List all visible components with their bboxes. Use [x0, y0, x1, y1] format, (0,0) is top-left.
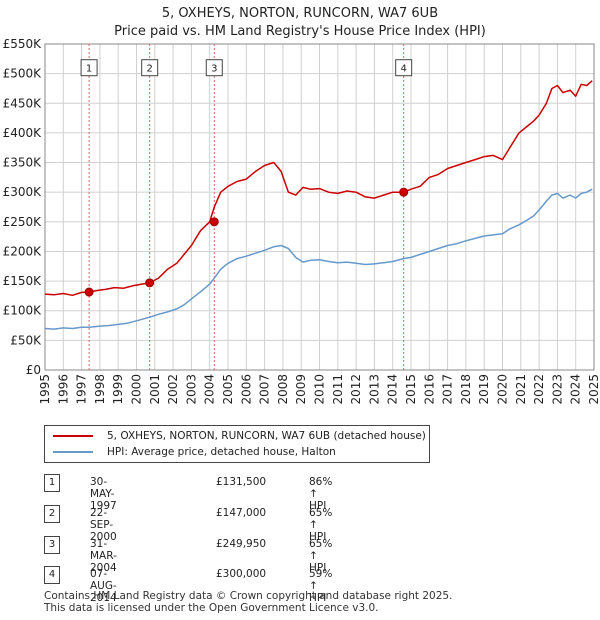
- y-tick-label: £250K: [3, 215, 43, 229]
- sale-marker-box: [395, 59, 413, 77]
- chart-subtitle: Price paid vs. HM Land Registry's House …: [114, 24, 486, 39]
- x-tick-label: 2020: [496, 374, 510, 405]
- y-tick-label: £150K: [3, 274, 43, 288]
- sale-point: [145, 278, 155, 288]
- y-tick-label: £450K: [3, 96, 43, 110]
- x-tick-label: 2010: [313, 374, 327, 405]
- x-tick-label: 2006: [239, 374, 253, 405]
- sale-marker-box: [141, 59, 159, 77]
- x-tick-label: 2022: [532, 374, 546, 405]
- sale-number-badge: 2: [44, 505, 60, 523]
- sale-marker-box: [80, 59, 98, 77]
- sale-price: £147,000: [216, 507, 267, 519]
- sale-number-badge: 3: [44, 536, 60, 554]
- x-tick-label: 2016: [422, 374, 436, 405]
- sale-marker-label: 4: [400, 64, 406, 75]
- x-tick-label: 2012: [349, 374, 363, 405]
- sale-number-badge: 1: [44, 474, 60, 492]
- sale-hpi-change: 86% ↑ HPI: [309, 476, 333, 512]
- sale-date: 22-SEP-2000: [90, 507, 117, 543]
- sale-price: £300,000: [216, 568, 267, 580]
- legend-item-property: 5, OXHEYS, NORTON, RUNCORN, WA7 6UB (det…: [53, 429, 426, 443]
- legend-label-hpi: HPI: Average price, detached house, Halt…: [107, 446, 336, 458]
- x-tick-label: 2004: [203, 374, 217, 405]
- sale-date: 07-AUG-2014: [90, 568, 117, 604]
- x-tick-label: 2011: [331, 374, 345, 405]
- sale-marker-label: 2: [146, 64, 152, 75]
- legend-swatch-property: [53, 435, 93, 437]
- x-tick-label: 2005: [221, 374, 235, 405]
- chart-title: 5, OXHEYS, NORTON, RUNCORN, WA7 6UB: [161, 6, 439, 21]
- x-tick-label: 2013: [367, 374, 381, 405]
- y-tick-label: £50K: [10, 333, 42, 347]
- sale-price: £249,950: [216, 538, 267, 550]
- x-tick-label: 2007: [258, 374, 272, 405]
- x-tick-label: 2024: [569, 374, 583, 405]
- plot-frame: [44, 43, 595, 371]
- footer-licence: This data is licensed under the Open Gov…: [44, 602, 379, 614]
- sale-point: [84, 287, 94, 297]
- x-tick-label: 2025: [587, 374, 600, 405]
- x-tick-label: 1995: [38, 374, 52, 405]
- legend-label-property: 5, OXHEYS, NORTON, RUNCORN, WA7 6UB (det…: [107, 430, 426, 442]
- y-tick-label: £0: [26, 363, 41, 377]
- sale-date: 30-MAY-1997: [90, 476, 117, 512]
- price-chart: £0 £50K £100K £150K £200K £250K £300K £350K £400…: [3, 37, 600, 405]
- sale-hpi-change: 65% ↑ HPI: [309, 538, 333, 574]
- y-tick-label: £200K: [3, 244, 43, 258]
- x-tick-label: 2014: [386, 374, 400, 405]
- sale-price: £131,500: [216, 476, 267, 488]
- sale-marker-box: [205, 59, 223, 77]
- x-tick-label: 2021: [514, 374, 528, 405]
- x-tick-label: 2003: [184, 374, 198, 405]
- legend-item-hpi: HPI: Average price, detached house, Halt…: [53, 445, 336, 459]
- x-tick-label: 1998: [93, 374, 107, 405]
- x-tick-label: 2008: [276, 374, 290, 405]
- x-tick-label: 2018: [459, 374, 473, 405]
- y-tick-label: £100K: [3, 304, 43, 318]
- sale-hpi-change: 65% ↑ HPI: [309, 507, 333, 543]
- hpi-line: [44, 188, 593, 330]
- x-tick-label: 2001: [148, 374, 162, 405]
- x-tick-label: 2002: [166, 374, 180, 405]
- x-tick-label: 2000: [130, 374, 144, 405]
- sale-point: [209, 217, 219, 227]
- sale-point: [399, 187, 409, 197]
- x-tick-label: 2023: [550, 374, 564, 405]
- property-price-line: [44, 80, 593, 297]
- legend-swatch-hpi: [53, 451, 93, 453]
- y-tick-label: £350K: [3, 156, 43, 170]
- sale-date: 31-MAR-2004: [90, 538, 117, 574]
- y-tick-label: £300K: [3, 185, 43, 199]
- x-tick-label: 1997: [75, 374, 89, 405]
- x-tick-label: 2017: [441, 374, 455, 405]
- y-tick-label: £400K: [3, 126, 43, 140]
- legend: 5, OXHEYS, NORTON, RUNCORN, WA7 6UB (det…: [44, 425, 430, 463]
- footer-copyright: Contains HM Land Registry data © Crown c…: [44, 590, 453, 602]
- y-tick-label: £550K: [3, 37, 43, 51]
- sale-marker-label: 1: [86, 64, 92, 75]
- x-tick-label: 2009: [294, 374, 308, 405]
- x-tick-label: 1999: [111, 374, 125, 405]
- x-tick-label: 2019: [477, 374, 491, 405]
- sale-number-badge: 4: [44, 566, 60, 584]
- sale-marker-label: 3: [211, 64, 217, 75]
- sale-hpi-change: 59% ↑ HPI: [309, 568, 333, 604]
- x-tick-label: 2015: [404, 374, 418, 405]
- y-tick-label: £500K: [3, 67, 43, 81]
- x-tick-label: 1996: [56, 374, 70, 405]
